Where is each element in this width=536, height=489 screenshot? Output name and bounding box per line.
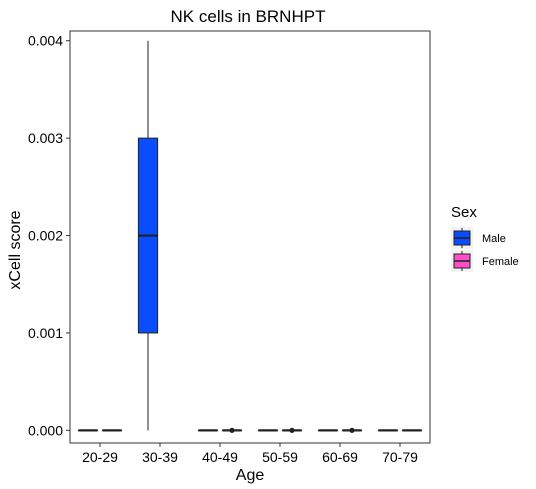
outlier-point <box>289 427 295 433</box>
x-tick-label: 50-59 <box>262 449 298 465</box>
x-axis: 20-29 30-39 40-49 50-59 60-69 70-79 <box>82 443 418 465</box>
x-tick-label: 40-49 <box>202 449 238 465</box>
legend-item-male: Male <box>451 227 506 249</box>
x-tick-label: 20-29 <box>82 449 118 465</box>
x-tick-label: 60-69 <box>322 449 358 465</box>
y-tick-label: 0.001 <box>28 325 63 341</box>
legend-title: Sex <box>451 204 477 221</box>
x-tick-label: 70-79 <box>382 449 418 465</box>
y-tick-label: 0.002 <box>28 228 63 244</box>
y-tick-label: 0.000 <box>28 422 63 438</box>
legend: Sex Male Female <box>451 204 519 272</box>
x-axis-label: Age <box>236 467 265 484</box>
outlier-point <box>229 427 235 433</box>
box-female-50-59 <box>281 427 303 433</box>
y-tick-label: 0.003 <box>28 130 63 146</box>
y-axis-label: xCell score <box>7 210 24 289</box>
chart-title: NK cells in BRNHPT <box>171 7 326 26</box>
boxes-layer <box>77 40 423 433</box>
box-female-60-69 <box>341 427 363 433</box>
y-tick-label: 0.004 <box>28 33 63 49</box>
x-tick-label: 30-39 <box>142 449 178 465</box>
legend-item-female: Female <box>451 250 519 272</box>
box-male-30-39 <box>137 40 159 431</box>
outlier-point <box>349 427 355 433</box>
plot-panel <box>69 30 431 444</box>
box-female-40-49 <box>221 427 243 433</box>
legend-label: Female <box>482 256 519 268</box>
y-axis: 0.000 0.001 0.002 0.003 0.004 <box>28 33 70 438</box>
legend-label: Male <box>482 233 506 245</box>
